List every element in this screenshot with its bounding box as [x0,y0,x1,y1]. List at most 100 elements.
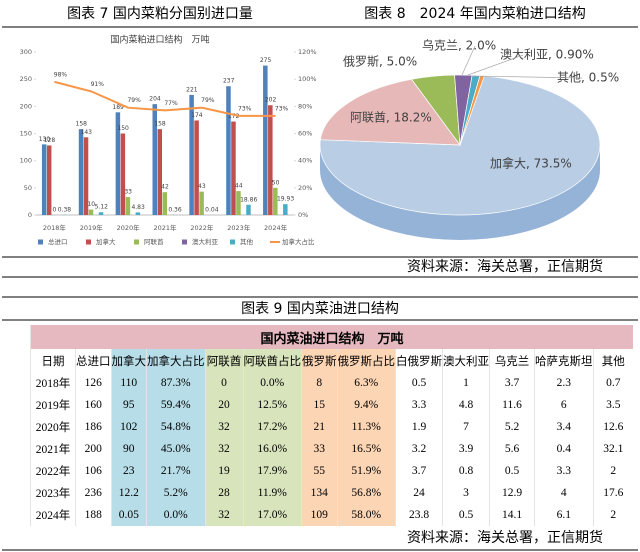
x-tick-label: 2018年 [43,223,67,232]
table-cell: 0.5 [489,460,535,482]
column-header: 日期 [30,349,76,372]
table-cell: 3 [442,482,490,504]
table-row: 2024年 188 0.05 0.0% 32 17.0% 109 58.0% 23.8 0.5 14… [30,504,633,526]
y-tick-label: 0 [28,211,32,219]
column-header: 总进口 [75,349,111,372]
data-label: 33 [124,189,132,196]
table-cell: 23.8 [395,504,443,526]
table-cell: 3.3 [395,394,443,416]
table-cell: 110 [110,372,147,394]
table-cell: 6.3% [336,372,396,394]
table-cell: 32.1 [592,438,633,460]
data-label: 50 [272,179,280,186]
data-label: 130 [39,136,51,143]
pie-slice [319,78,461,146]
bar [88,209,94,215]
bar [120,133,126,215]
table-row: 2020年 186 102 54.8% 32 17.2% 21 11.3% 1.9 7 5.2 3.4… [30,416,633,438]
column-header: 加拿大占比 [146,349,205,372]
bar [273,187,278,215]
column-header: 俄罗斯 [301,349,337,372]
table-cell: 0.5 [395,372,443,394]
data-label: 189 [112,104,124,111]
bar [78,129,84,215]
column-header: 澳大利亚 [442,349,490,372]
bar [194,120,199,215]
data-label: 237 [223,78,235,85]
bar [199,191,204,215]
x-tick-label: 2020年 [117,223,141,232]
bar [83,137,89,215]
table-cell: 5.6 [489,438,535,460]
figure-title: 图表 8 2024 年国内菜粕进口结构 [364,6,585,22]
y2-tick-label: 40% [298,157,312,165]
source: 资料来源：海关总署，正信期货 [407,258,603,275]
table-cell: 236 [75,482,111,504]
figure-title: 图表 7 国内菜粕分国别进口量 [67,6,253,22]
data-label: 0.04 [205,206,219,213]
table-cell: 5.2 [489,416,535,438]
data-label: 43 [198,183,206,190]
y-tick-label: 200 [20,102,32,110]
table-cell: 17.9% [242,460,302,482]
data-label: 204 [149,96,161,103]
data-label: 44 [235,183,243,190]
table-cell: 2019年 [30,394,76,416]
table-cell: 6.1 [534,504,593,526]
bar [46,145,52,215]
table-cell: 0.5 [442,504,490,526]
data-label: 128 [44,137,56,144]
table-row: 2022年 106 23 21.7% 19 17.9% 55 51.9% 3.7 0.8 0.5 3.… [30,460,633,482]
bar [152,104,157,215]
leader-line [461,45,476,76]
table-cell: 5.2% [146,482,205,504]
pie-side [320,145,600,240]
table-cell: 1.9 [395,416,443,438]
line [54,80,276,117]
table-cell: 0.0% [146,504,205,526]
legend-label: 加拿大 [96,237,116,246]
y2-tick-label: 20% [298,184,312,192]
table-cell: 20 [204,394,243,416]
y2-tick-label: 80% [298,102,312,110]
x-tick-label: 2022年 [190,223,214,232]
table-cell: 17.0% [242,504,302,526]
table-cell: 54.8% [146,416,205,438]
table-cell: 0 [204,372,243,394]
legend-label: 阿联酋 [144,237,164,246]
table-cell: 9.4% [336,394,396,416]
table-cell: 200 [75,438,111,460]
table-cell: 0.7 [592,372,633,394]
table-cell: 32 [204,416,243,438]
chart-title: 国内菜粕进口结构 万吨 [110,34,209,46]
bar [231,121,236,215]
data-label: 阿联酋, 18.2% [350,110,432,125]
column-header: 俄罗斯占比 [336,349,396,372]
y-tick-label: 150 [20,130,32,138]
bar [226,86,231,215]
data-label: 0.38 [58,206,72,213]
table-cell: 2.3 [534,372,593,394]
data-label: 乌克兰, 2.0% [422,38,496,53]
bar [283,204,288,215]
table-cell: 2022年 [30,460,76,482]
table-cell: 11.6 [489,394,535,416]
table-cell: 126 [75,372,111,394]
data-label: 73% [238,105,252,112]
table-cell: 11.3% [336,416,396,438]
y2-tick-label: 120% [298,48,317,56]
table-title: 国内菜油进口结构 万吨 [30,325,633,349]
table-cell: 2024年 [30,504,76,526]
data-label: 其他, 0.5% [557,71,619,85]
x-tick-label: 2021年 [153,223,177,232]
table-row: 2019年 160 95 59.4% 20 12.5% 15 9.4% 3.3 4.8 11.6 6 3… [30,394,633,416]
data-label: 91% [91,81,105,88]
table-cell: 0.4 [534,438,593,460]
legend-swatch [134,239,139,245]
table-cell: 3.7 [489,372,535,394]
table-row: 2021年 200 90 45.0% 32 16.0% 33 16.5% 3.2 3.9 5.6 0.… [30,438,633,460]
table-cell: 90 [110,438,147,460]
table-row: 2018年 126 110 87.3% 0 0.0% 8 6.3% 0.5 1 3.7 2.3 0.7 [30,372,633,394]
table-cell: 2023年 [30,482,76,504]
